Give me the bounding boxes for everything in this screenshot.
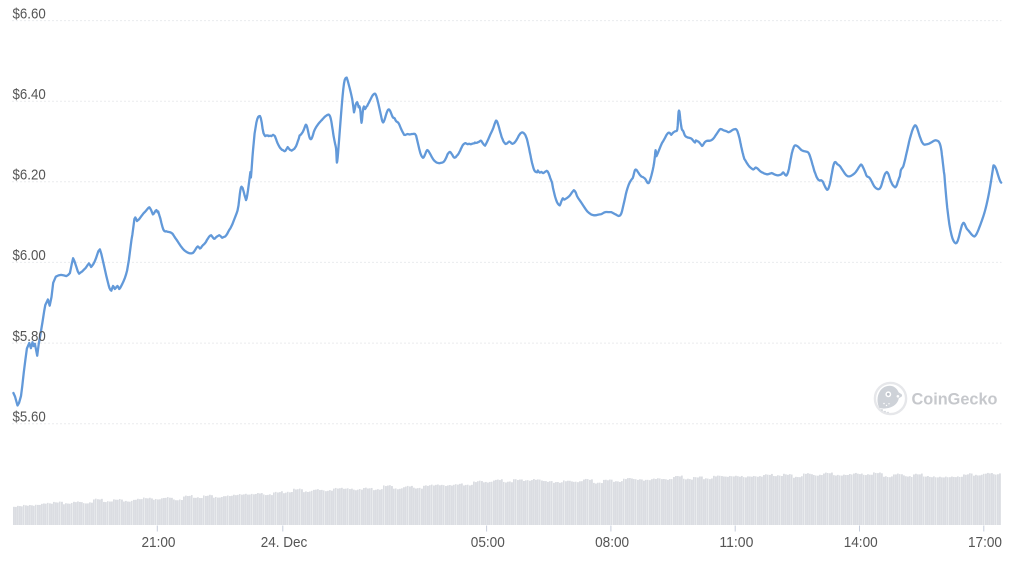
svg-text:21:00: 21:00	[142, 534, 176, 551]
svg-text:08:00: 08:00	[595, 534, 629, 551]
svg-text:17:00: 17:00	[968, 534, 1002, 551]
svg-text:24. Dec: 24. Dec	[261, 534, 308, 551]
svg-text:$6.40: $6.40	[13, 86, 46, 103]
svg-text:$5.80: $5.80	[13, 328, 46, 345]
svg-text:$6.00: $6.00	[13, 247, 46, 264]
svg-text:14:00: 14:00	[844, 534, 878, 551]
svg-text:$6.60: $6.60	[13, 5, 46, 22]
svg-text:CoinGecko: CoinGecko	[912, 390, 998, 408]
svg-text:$5.60: $5.60	[13, 409, 46, 426]
svg-text:$6.20: $6.20	[13, 167, 46, 184]
svg-text:11:00: 11:00	[719, 534, 753, 551]
svg-text:05:00: 05:00	[471, 534, 505, 551]
